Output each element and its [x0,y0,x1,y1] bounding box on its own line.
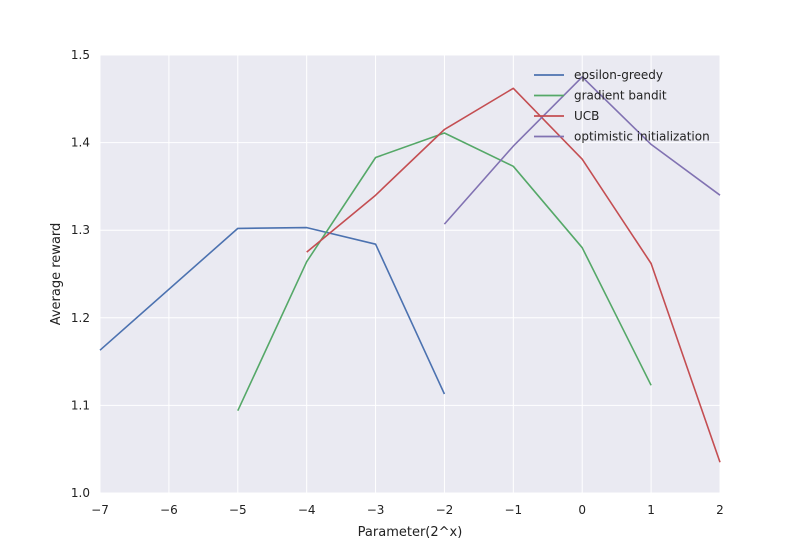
y-tick-label: 1.3 [71,223,90,237]
y-axis-label: Average reward [49,223,64,326]
legend-label: UCB [574,109,599,123]
x-tick-label: −5 [229,503,247,517]
x-tick-label: −7 [91,503,109,517]
grid-lines [99,54,721,494]
y-tick-label: 1.2 [71,311,90,325]
x-tick-label: −6 [160,503,178,517]
x-tick-label: −3 [367,503,385,517]
y-tick-label: 1.4 [71,136,90,150]
series-line-optimistic-initialization [443,76,721,225]
series-line-gradient-bandit [237,132,652,412]
y-tick-label: 1.1 [71,398,90,412]
series-line-UCB [306,87,721,463]
x-tick-label: −1 [504,503,522,517]
x-tick-labels: −7 −6 −5 −4 −3 −2 −1 0 1 2 [91,503,724,517]
x-tick-label: 1 [647,503,655,517]
x-tick-label: 2 [716,503,724,517]
y-tick-labels: 1.0 1.1 1.2 1.3 1.4 1.5 [71,48,90,500]
legend-label: optimistic initialization [574,130,710,144]
x-tick-label: −2 [436,503,454,517]
legend-label: epsilon-greedy [574,68,663,82]
legend-label: gradient bandit [574,89,667,103]
x-axis-label: Parameter(2^x) [358,525,463,540]
legend: epsilon-greedy gradient bandit UCB optimist… [534,68,710,144]
plot-area-background [100,55,720,493]
x-tick-label: −4 [298,503,316,517]
series-line-epsilon-greedy [99,226,446,395]
x-tick-label: 0 [578,503,586,517]
series-lines [99,76,721,463]
y-tick-label: 1.0 [71,486,90,500]
y-tick-label: 1.5 [71,48,90,62]
